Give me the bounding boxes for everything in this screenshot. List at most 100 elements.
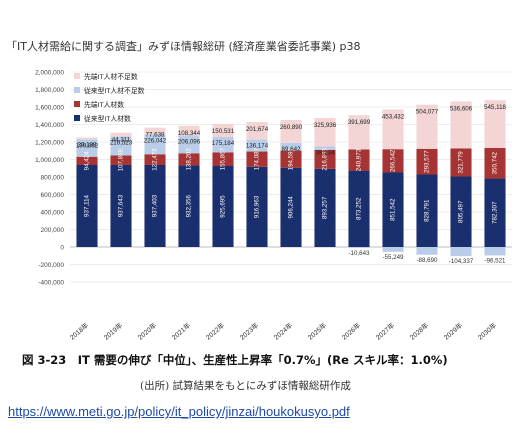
y-tick-label: 200,000 bbox=[41, 227, 65, 234]
data-label: 138,202 bbox=[186, 148, 193, 171]
data-label: 216,523 bbox=[110, 140, 133, 147]
data-label: 350,742 bbox=[492, 151, 499, 174]
data-label: 536,606 bbox=[450, 105, 473, 112]
y-axis-ticks: -400,000 -200,000 0 200,000 400,000 600,000 80… bbox=[35, 70, 64, 287]
x-tick-label: 2022年 bbox=[204, 321, 227, 342]
bar-segment bbox=[450, 101, 472, 149]
data-label: 504,077 bbox=[416, 109, 439, 116]
bar-segment bbox=[450, 148, 472, 177]
bar-segment bbox=[280, 167, 302, 247]
bar-segment bbox=[178, 153, 200, 166]
bar-segment bbox=[382, 247, 404, 252]
data-label: 925,695 bbox=[220, 195, 227, 218]
legend-label: 従来型IT人材不足数 bbox=[84, 86, 145, 95]
bar-segment bbox=[144, 154, 166, 165]
bar-segment bbox=[212, 137, 234, 153]
bar-segment bbox=[212, 152, 234, 167]
legend-swatch bbox=[74, 87, 80, 93]
data-label: -10,643 bbox=[349, 250, 371, 257]
y-tick-label: 1,800,000 bbox=[35, 87, 64, 94]
bar-segment bbox=[76, 156, 98, 166]
data-label: 782,307 bbox=[492, 201, 499, 224]
data-label: 805,497 bbox=[458, 200, 465, 223]
data-label: 89,642 bbox=[282, 146, 301, 153]
data-label: 266,542 bbox=[390, 149, 397, 172]
data-label: 226,042 bbox=[144, 137, 167, 144]
bar-segment bbox=[280, 120, 302, 143]
x-tick-label: 2026年 bbox=[340, 321, 363, 342]
x-tick-label: 2028年 bbox=[408, 321, 431, 342]
data-label: 108,344 bbox=[178, 130, 201, 137]
data-label: 937,643 bbox=[118, 194, 125, 217]
data-label: 175,184 bbox=[212, 140, 235, 147]
bar-segment bbox=[484, 178, 506, 247]
data-label: 201,674 bbox=[246, 126, 269, 133]
bar-segment bbox=[314, 118, 336, 147]
bar-segment bbox=[348, 170, 370, 247]
x-axis-ticks: 2018年 2019年 2020年 2021年 2022年 2023年 2024年 2025年… bbox=[68, 321, 499, 342]
data-label: 321,779 bbox=[458, 151, 465, 174]
data-label: 916,963 bbox=[254, 195, 261, 218]
bar-segment bbox=[314, 146, 336, 150]
bar-segment bbox=[484, 247, 506, 256]
data-label: 136,174 bbox=[246, 143, 269, 150]
bar-segment bbox=[416, 104, 438, 149]
bars bbox=[76, 100, 506, 257]
x-tick-label: 2030年 bbox=[476, 321, 499, 342]
data-label: 206,096 bbox=[178, 138, 201, 145]
x-tick-label: 2029年 bbox=[442, 321, 465, 342]
bar-segment bbox=[212, 166, 234, 247]
data-label: 391,699 bbox=[348, 119, 371, 126]
bar-segment bbox=[246, 139, 268, 152]
y-tick-label: 0 bbox=[60, 245, 64, 252]
bar-segment bbox=[76, 137, 98, 140]
stacked-bar-chart: -400,000 -200,000 0 200,000 400,000 600,000 80… bbox=[35, 70, 512, 342]
data-label: 107,869 bbox=[118, 148, 125, 171]
y-tick-label: 1,000,000 bbox=[35, 157, 64, 164]
legend-swatch bbox=[74, 115, 80, 121]
bar-segment bbox=[212, 123, 234, 138]
data-label: -104,337 bbox=[449, 258, 474, 265]
bar-segment bbox=[280, 150, 302, 168]
data-label: 150,531 bbox=[212, 128, 235, 135]
source-link[interactable]: https://www.meti.go.jp/policy/it_policy/… bbox=[8, 404, 350, 419]
y-tick-label: -400,000 bbox=[38, 280, 64, 287]
data-label: 453,432 bbox=[382, 113, 405, 120]
bar-segment bbox=[416, 247, 438, 255]
y-tick-label: 600,000 bbox=[41, 192, 65, 199]
bar-segment bbox=[76, 165, 98, 247]
y-tick-label: 1,600,000 bbox=[35, 105, 64, 112]
figure-caption: 図 3-23 IT 需要の伸び「中位」、生産性上昇率「0.7%」(Re スキル率… bbox=[22, 353, 448, 367]
bar-segment bbox=[144, 127, 166, 135]
bar-segment bbox=[110, 136, 132, 156]
data-label: 174,087 bbox=[254, 147, 261, 170]
legend-swatch bbox=[74, 73, 80, 79]
x-tick-label: 2024年 bbox=[272, 321, 295, 342]
legend-label: 従来型IT人材数 bbox=[84, 114, 131, 123]
data-label: 122,473 bbox=[152, 148, 159, 171]
data-label: 937,403 bbox=[152, 194, 159, 217]
x-tick-label: 2018年 bbox=[68, 321, 91, 342]
bar-segment bbox=[178, 135, 200, 154]
data-label: 293,577 bbox=[424, 150, 431, 173]
bar-segment bbox=[76, 139, 98, 157]
bar-segment bbox=[246, 121, 268, 140]
y-tick-label: 400,000 bbox=[41, 210, 65, 217]
data-label: 851,542 bbox=[390, 198, 397, 221]
bar-segment bbox=[246, 166, 268, 247]
bar-segment bbox=[178, 165, 200, 247]
bar-segment bbox=[178, 125, 200, 136]
bar-segment bbox=[144, 164, 166, 247]
bar-segment bbox=[450, 176, 472, 247]
legend-label: 先端IT人材不足数 bbox=[84, 72, 138, 81]
source-note: (出所) 試算結果をもとにみずほ情報総研作成 bbox=[140, 380, 351, 392]
bar-segment bbox=[382, 109, 404, 150]
data-label: 240,973 bbox=[356, 148, 363, 171]
y-tick-label: 1,400,000 bbox=[35, 122, 64, 129]
bar-segment bbox=[246, 151, 268, 167]
data-label: 38,134 bbox=[316, 150, 335, 157]
x-tick-label: 2027年 bbox=[374, 321, 397, 342]
data-label: 216,863 bbox=[322, 148, 329, 171]
data-label: -96,521 bbox=[485, 257, 507, 264]
